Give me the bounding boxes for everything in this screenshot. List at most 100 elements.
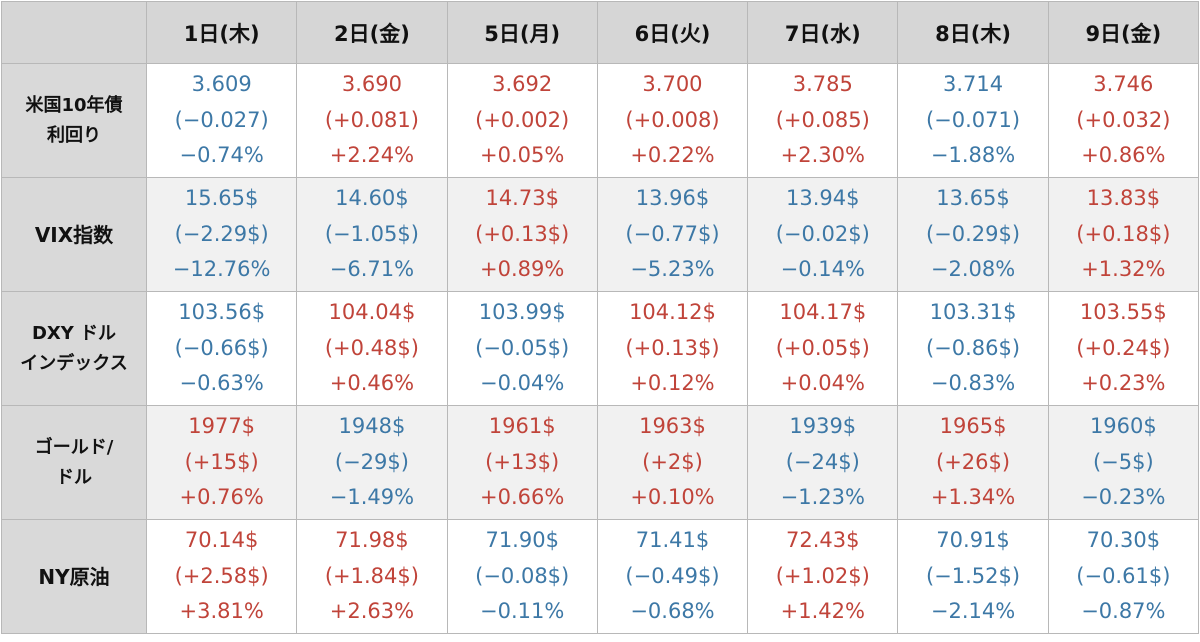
cell-change: (−0.071)	[925, 107, 1021, 132]
cell-value: 1939$	[789, 414, 857, 439]
cell-change: (−0.49$)	[625, 563, 720, 588]
cell-value: 104.12$	[629, 300, 716, 325]
data-cell: 70.30$ (−0.61$) −0.87%	[1047, 519, 1200, 634]
data-cell: 104.04$ (+0.48$) +0.46%	[296, 291, 448, 406]
cell-change: (−24$)	[785, 449, 860, 474]
data-cell: 14.73$ (+0.13$) +0.89%	[446, 177, 598, 292]
data-cell: 1961$ (+13$) +0.66%	[446, 405, 598, 520]
cell-change: (−0.77$)	[625, 221, 720, 246]
cell-value: 72.43$	[786, 528, 860, 553]
data-cell: 1948$ (−29$) −1.49%	[296, 405, 448, 520]
cell-value: 70.14$	[184, 528, 259, 553]
cell-value: 1963$	[639, 414, 706, 439]
cell-change: (−0.05$)	[475, 335, 570, 360]
data-cell: 70.91$ (−1.52$) −2.14%	[897, 519, 1049, 634]
cell-percent: +0.89%	[480, 257, 565, 282]
header-row: 1日(木) 2日(金) 5日(月) 6日(火) 7日(水) 8日(木) 9日(金…	[1, 1, 1200, 64]
cell-change: (+0.085)	[775, 107, 870, 132]
cell-percent: −2.14%	[930, 599, 1016, 624]
data-cell: 15.65$ (−2.29$) −12.76%	[145, 177, 298, 292]
cell-value: 1965$	[939, 414, 1007, 439]
cell-change: (+0.032)	[1076, 107, 1171, 132]
cell-percent: −0.11%	[480, 599, 565, 624]
cell-change: (−2.29$)	[174, 221, 269, 246]
row-label-line: VIX指数	[34, 222, 114, 247]
cell-percent: +0.86%	[1081, 143, 1166, 168]
data-cell: 3.609 (−0.027) −0.74%	[145, 63, 298, 178]
row-label: NY原油	[1, 519, 147, 634]
cell-percent: −6.71%	[329, 257, 415, 282]
data-cell: 3.690 (+0.081) +2.24%	[296, 63, 448, 178]
data-cell: 14.60$ (−1.05$) −6.71%	[296, 177, 448, 292]
cell-value: 13.83$	[1086, 186, 1161, 211]
data-cell: 3.746 (+0.032) +0.86%	[1047, 63, 1200, 178]
row-label-line: ゴールド/	[34, 436, 114, 458]
cell-percent: +2.63%	[329, 599, 415, 624]
cell-percent: −1.88%	[930, 143, 1016, 168]
data-cell: 13.94$ (−0.02$) −0.14%	[747, 177, 899, 292]
row-label-line: ドル	[56, 466, 92, 488]
cell-value: 70.91$	[936, 528, 1010, 553]
cell-percent: −1.23%	[780, 485, 865, 510]
cell-percent: +0.05%	[480, 143, 565, 168]
data-cell: 104.12$ (+0.13$) +0.12%	[596, 291, 749, 406]
data-cell: 1939$ (−24$) −1.23%	[747, 405, 899, 520]
data-cell: 1963$ (+2$) +0.10%	[596, 405, 749, 520]
cell-percent: +0.76%	[179, 485, 264, 510]
cell-value: 103.56$	[178, 300, 266, 325]
cell-percent: −0.63%	[179, 371, 264, 396]
cell-value: 3.609	[191, 72, 252, 97]
row-label-line: DXY ドル	[31, 322, 117, 344]
vix-row: VIX指数 15.65$ (−2.29$) −12.76% 14.60$ (−1.05$)…	[1, 177, 1200, 292]
cell-percent: −12.76%	[172, 257, 271, 282]
cell-change: (+13$)	[485, 449, 560, 474]
cell-change: (−0.61$)	[1076, 563, 1171, 588]
cell-percent: −0.83%	[930, 371, 1016, 396]
data-cell: 1960$ (−5$) −0.23%	[1047, 405, 1200, 520]
data-cell: 72.43$ (+1.02$) +1.42%	[747, 519, 899, 634]
cell-change: (−1.52$)	[925, 563, 1021, 588]
cell-value: 71.98$	[335, 528, 409, 553]
cell-value: 1960$	[1089, 414, 1157, 439]
cell-change: (+0.13$)	[475, 221, 570, 246]
cell-percent: −2.08%	[930, 257, 1016, 282]
cell-value: 71.90$	[485, 528, 559, 553]
day-header: 8日(木)	[897, 1, 1049, 64]
cell-value: 3.692	[492, 72, 553, 97]
cell-percent: +2.24%	[329, 143, 415, 168]
row-label: ゴールド/ドル	[1, 405, 147, 520]
row-label-line: 米国10年債	[25, 94, 123, 116]
row-label-line: インデックス	[20, 352, 128, 374]
cell-change: (+1.02$)	[775, 563, 870, 588]
row-label-line: NY原油	[38, 564, 110, 589]
cell-percent: +0.12%	[630, 371, 715, 396]
cell-value: 13.65$	[936, 186, 1010, 211]
day-header: 7日(水)	[747, 1, 899, 64]
cell-value: 1977$	[188, 414, 256, 439]
cell-percent: +0.10%	[630, 485, 715, 510]
data-cell: 1965$ (+26$) +1.34%	[897, 405, 1049, 520]
cell-change: (−1.05$)	[324, 221, 419, 246]
day-header: 6日(火)	[596, 1, 749, 64]
cell-value: 3.746	[1093, 72, 1154, 97]
cell-value: 1948$	[338, 414, 406, 439]
cell-percent: −0.23%	[1081, 485, 1166, 510]
cell-change: (−0.08$)	[475, 563, 570, 588]
data-cell: 103.55$ (+0.24$) +0.23%	[1047, 291, 1200, 406]
cell-change: (−0.29$)	[925, 221, 1021, 246]
cell-percent: −0.14%	[780, 257, 865, 282]
cell-value: 3.714	[942, 72, 1004, 97]
day-header: 1日(木)	[145, 1, 298, 64]
cell-change: (−0.66$)	[174, 335, 269, 360]
cell-value: 14.60$	[335, 186, 409, 211]
cell-change: (+1.84$)	[324, 563, 419, 588]
data-cell: 103.56$ (−0.66$) −0.63%	[145, 291, 298, 406]
day-header: 9日(金)	[1047, 1, 1200, 64]
cell-percent: −5.23%	[630, 257, 715, 282]
cell-change: (+26$)	[936, 449, 1011, 474]
cell-value: 103.31$	[929, 300, 1017, 325]
cell-percent: −0.68%	[630, 599, 715, 624]
cell-value: 3.785	[792, 72, 853, 97]
cell-change: (+2$)	[642, 449, 703, 474]
data-cell: 13.96$ (−0.77$) −5.23%	[596, 177, 749, 292]
